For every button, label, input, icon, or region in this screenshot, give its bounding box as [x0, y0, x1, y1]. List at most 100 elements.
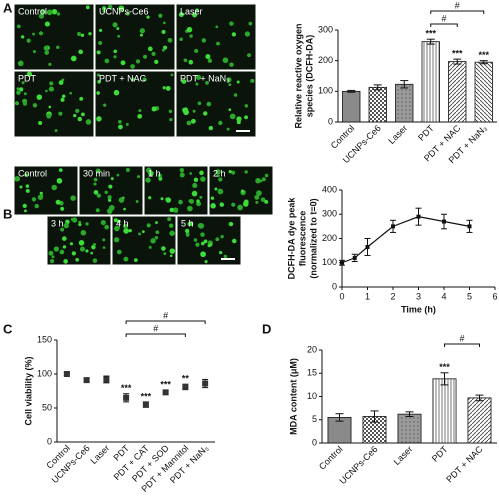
cell [101, 6, 107, 11]
point [467, 224, 472, 229]
cell [248, 21, 253, 26]
x-tick-label: 3 [416, 291, 421, 301]
cell [181, 79, 187, 84]
bracket-label: # [441, 13, 446, 23]
cell [114, 225, 120, 232]
cell [53, 246, 59, 252]
cell [32, 103, 38, 108]
significance: *** [452, 49, 463, 59]
error-bar [373, 84, 382, 91]
cell [38, 13, 44, 19]
cell [218, 120, 223, 126]
bracket-label: # [153, 323, 158, 333]
cell [255, 177, 261, 184]
cell [226, 127, 230, 131]
cell [22, 203, 27, 208]
cell [179, 172, 185, 178]
cell [108, 184, 113, 189]
point [83, 377, 90, 384]
error-bar [347, 89, 356, 93]
cell [23, 92, 27, 96]
significance: ** [182, 374, 190, 384]
cell [244, 104, 249, 108]
cell [228, 169, 232, 174]
cell [96, 116, 102, 122]
cell [169, 254, 173, 258]
cell [189, 34, 193, 38]
cell [17, 60, 24, 67]
cell [96, 50, 101, 55]
cell [103, 103, 107, 107]
cell [236, 116, 242, 122]
point [142, 401, 149, 408]
cell [250, 78, 255, 83]
cell [192, 182, 198, 188]
cell [45, 89, 48, 93]
point [442, 219, 446, 224]
cell [71, 251, 77, 256]
cell [62, 236, 67, 241]
significance: *** [121, 383, 132, 393]
panel-label: D [262, 321, 271, 336]
cell [113, 89, 120, 96]
point [63, 371, 70, 377]
panel-label: A [3, 0, 13, 15]
cell [75, 257, 79, 262]
micrograph-label: 2 h [213, 168, 226, 178]
cell [44, 21, 50, 27]
cell [193, 238, 198, 242]
x-tick-label: Laser [88, 443, 111, 466]
cell [14, 101, 20, 106]
cell [178, 199, 183, 205]
cell [48, 105, 52, 109]
cell [19, 87, 24, 92]
point [340, 260, 344, 265]
cell [95, 168, 101, 174]
cell [19, 185, 23, 189]
cell [264, 199, 269, 204]
cell [196, 74, 202, 81]
cell [161, 246, 166, 251]
cell [14, 175, 21, 182]
x-tick-label: 0 [339, 291, 344, 301]
cell [197, 101, 202, 106]
cell [55, 45, 60, 50]
cell [204, 260, 208, 264]
cell [203, 111, 208, 116]
cell [62, 245, 67, 249]
cell [194, 48, 199, 54]
cell [163, 45, 168, 50]
panel-label: B [3, 206, 12, 221]
cell [216, 174, 220, 178]
cell [200, 241, 205, 246]
micrograph-label: 5 h [181, 218, 194, 228]
cell [118, 197, 125, 203]
y-tick-label: 300 [318, 24, 333, 34]
cell [21, 81, 25, 85]
cell [55, 199, 61, 205]
x-tick-label: 1 [365, 291, 370, 301]
cell [146, 223, 151, 228]
cell [31, 197, 37, 202]
cell [102, 238, 106, 242]
point [123, 394, 130, 401]
cell [92, 242, 97, 247]
micrograph [143, 165, 209, 216]
cell [158, 13, 163, 18]
cell [46, 9, 53, 16]
cell [51, 184, 57, 191]
cell [125, 11, 130, 16]
cell [38, 120, 43, 126]
cell [219, 202, 225, 207]
cell [49, 259, 55, 264]
micrograph [175, 70, 257, 138]
x-tick-label: Laser [392, 444, 415, 467]
cell [185, 228, 190, 234]
error-bar [440, 372, 449, 386]
cell [25, 188, 30, 193]
cell [215, 237, 220, 242]
cell [220, 235, 224, 239]
cell [51, 255, 55, 259]
significance: *** [439, 362, 450, 372]
y-tick-label: 0 [332, 281, 337, 291]
